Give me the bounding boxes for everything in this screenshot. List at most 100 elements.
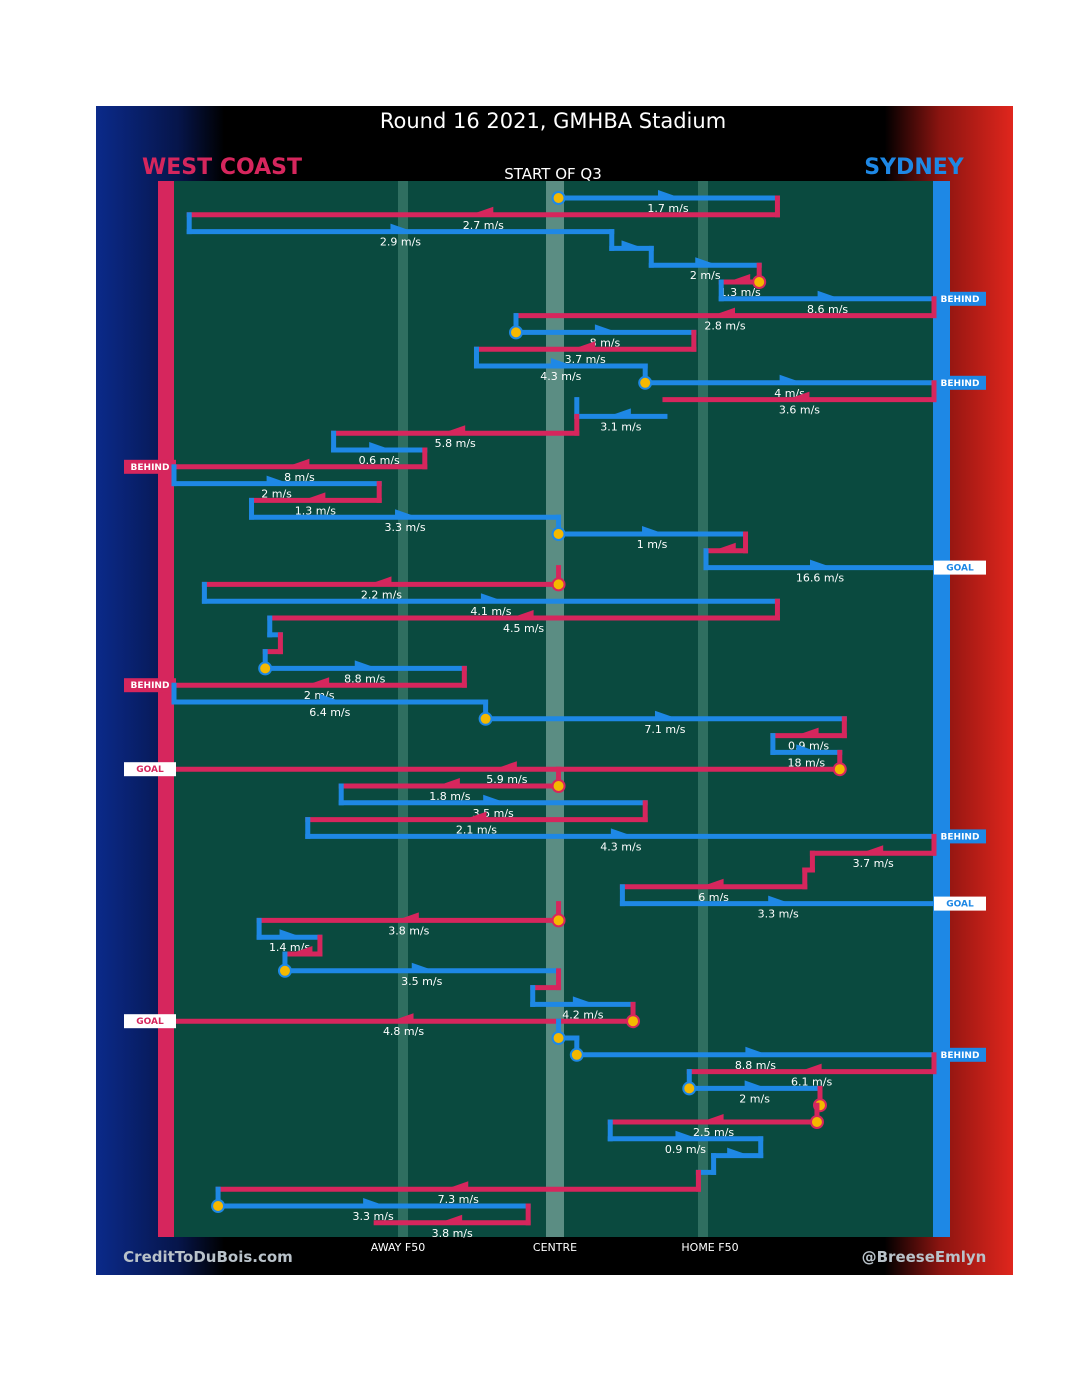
- speed-label: 7.1 m/s: [644, 723, 685, 736]
- speed-label: 6.4 m/s: [309, 706, 350, 719]
- ball-marker: [682, 1081, 697, 1096]
- direction-arrow: [550, 358, 571, 365]
- direction-arrow: [354, 660, 375, 668]
- direction-arrow: [483, 794, 504, 802]
- speed-label: 3.5 m/s: [401, 975, 442, 988]
- direction-arrow: [798, 727, 819, 735]
- outcome-badge-label: GOAL: [136, 1017, 164, 1027]
- segments: 1.7 m/s2.7 m/s2.9 m/s2 m/s1.3 m/s8.6 m/s…: [124, 190, 986, 1240]
- speed-label: 3.8 m/s: [388, 924, 429, 937]
- outcome-badge: [934, 291, 986, 306]
- direction-arrow: [703, 878, 724, 886]
- ball-marker: [638, 375, 653, 390]
- direction-arrow: [466, 811, 487, 819]
- speed-label: 1.8 m/s: [429, 790, 470, 803]
- ball-marker: [832, 762, 847, 777]
- speed-label: 4.5 m/s: [503, 622, 544, 635]
- speed-label: 8 m/s: [590, 336, 621, 349]
- direction-arrow: [779, 374, 800, 382]
- direction-arrow: [369, 442, 390, 449]
- away-f50-band: [398, 181, 408, 1237]
- direction-arrow: [730, 274, 751, 281]
- speed-label: 6 m/s: [698, 891, 729, 904]
- ball-marker: [551, 527, 566, 541]
- direction-arrow: [594, 324, 615, 332]
- ball-marker: [478, 711, 493, 726]
- speed-label: 7.3 m/s: [438, 1193, 479, 1206]
- sydney-goal-line: [933, 181, 950, 1237]
- outcome-badge: [124, 762, 176, 777]
- speed-label: 1.3 m/s: [720, 286, 761, 299]
- direction-arrow: [727, 1147, 748, 1155]
- direction-arrow: [513, 610, 534, 617]
- home-f50-band: [698, 181, 708, 1237]
- direction-arrow: [266, 475, 287, 483]
- speed-label: 4.8 m/s: [383, 1025, 424, 1038]
- speed-label: 3.7 m/s: [565, 353, 606, 366]
- speed-label: 2 m/s: [690, 269, 721, 282]
- speed-label: 8.8 m/s: [344, 672, 385, 685]
- speed-label: 3.7 m/s: [853, 857, 894, 870]
- direction-arrow: [393, 1013, 414, 1021]
- direction-arrow: [810, 559, 830, 567]
- axis-label-home-f50: HOME F50: [681, 1241, 738, 1254]
- speed-label: 2 m/s: [739, 1092, 770, 1105]
- direction-arrow: [658, 190, 678, 197]
- direction-arrow: [817, 290, 838, 298]
- ball-marker: [509, 325, 523, 340]
- outcome-badge-label: GOAL: [136, 765, 164, 775]
- direction-arrow: [279, 929, 300, 937]
- speed-label: 3.3 m/s: [758, 908, 799, 921]
- direction-arrow: [473, 206, 494, 214]
- direction-arrow: [575, 341, 596, 349]
- direction-arrow: [796, 744, 817, 752]
- direction-arrow: [621, 240, 642, 248]
- direction-arrow: [363, 1198, 384, 1205]
- outcome-badge-label: BEHIND: [941, 379, 980, 389]
- ball-marker: [809, 1115, 824, 1129]
- direction-arrow: [305, 492, 326, 500]
- sydney-label: SYDNEY: [864, 155, 964, 180]
- direction-arrow: [863, 845, 884, 853]
- speed-label: 8.6 m/s: [807, 303, 848, 316]
- speed-label: 1.7 m/s: [647, 202, 688, 215]
- outcome-badge-label: GOAL: [946, 564, 974, 574]
- direction-arrow: [445, 425, 466, 433]
- speed-label: 8 m/s: [284, 471, 315, 484]
- ball-marker: [551, 913, 566, 928]
- ball-marker: [551, 191, 566, 205]
- direction-arrow: [496, 761, 517, 769]
- outcome-badge-label: GOAL: [946, 900, 974, 910]
- speed-label: 5.8 m/s: [435, 437, 476, 450]
- direction-arrow: [715, 542, 736, 550]
- direction-arrow: [442, 1214, 463, 1222]
- speed-label: 2.9 m/s: [380, 236, 421, 249]
- direction-arrow: [390, 223, 411, 231]
- speed-label: 3.3 m/s: [353, 1210, 394, 1223]
- speed-label: 4.2 m/s: [562, 1008, 603, 1021]
- direction-arrow: [610, 408, 631, 416]
- ball-marker: [551, 577, 566, 592]
- speed-label: 0.9 m/s: [665, 1143, 706, 1156]
- speed-label: 6.1 m/s: [791, 1076, 832, 1089]
- period-label: START OF Q3: [504, 165, 602, 183]
- outcome-badge: [124, 1014, 176, 1029]
- ball-marker: [258, 661, 273, 676]
- speed-label: 1.3 m/s: [295, 504, 336, 517]
- direction-arrow: [703, 1114, 724, 1121]
- speed-label: 2.2 m/s: [361, 588, 402, 601]
- direction-arrow: [289, 458, 310, 466]
- ball-marker: [752, 275, 767, 289]
- direction-arrow: [642, 526, 663, 533]
- speed-label: 2 m/s: [261, 488, 292, 501]
- speed-label: 5.9 m/s: [486, 773, 527, 786]
- axis-label-away-f50: AWAY F50: [371, 1241, 425, 1254]
- speed-label: 4.1 m/s: [470, 605, 511, 618]
- direction-arrow: [292, 946, 313, 953]
- direction-arrow: [695, 257, 716, 265]
- west-coast-goal-line: [158, 181, 174, 1237]
- direction-arrow: [398, 912, 419, 920]
- speed-label: 3.6 m/s: [779, 404, 820, 417]
- outcome-badge: [934, 560, 986, 575]
